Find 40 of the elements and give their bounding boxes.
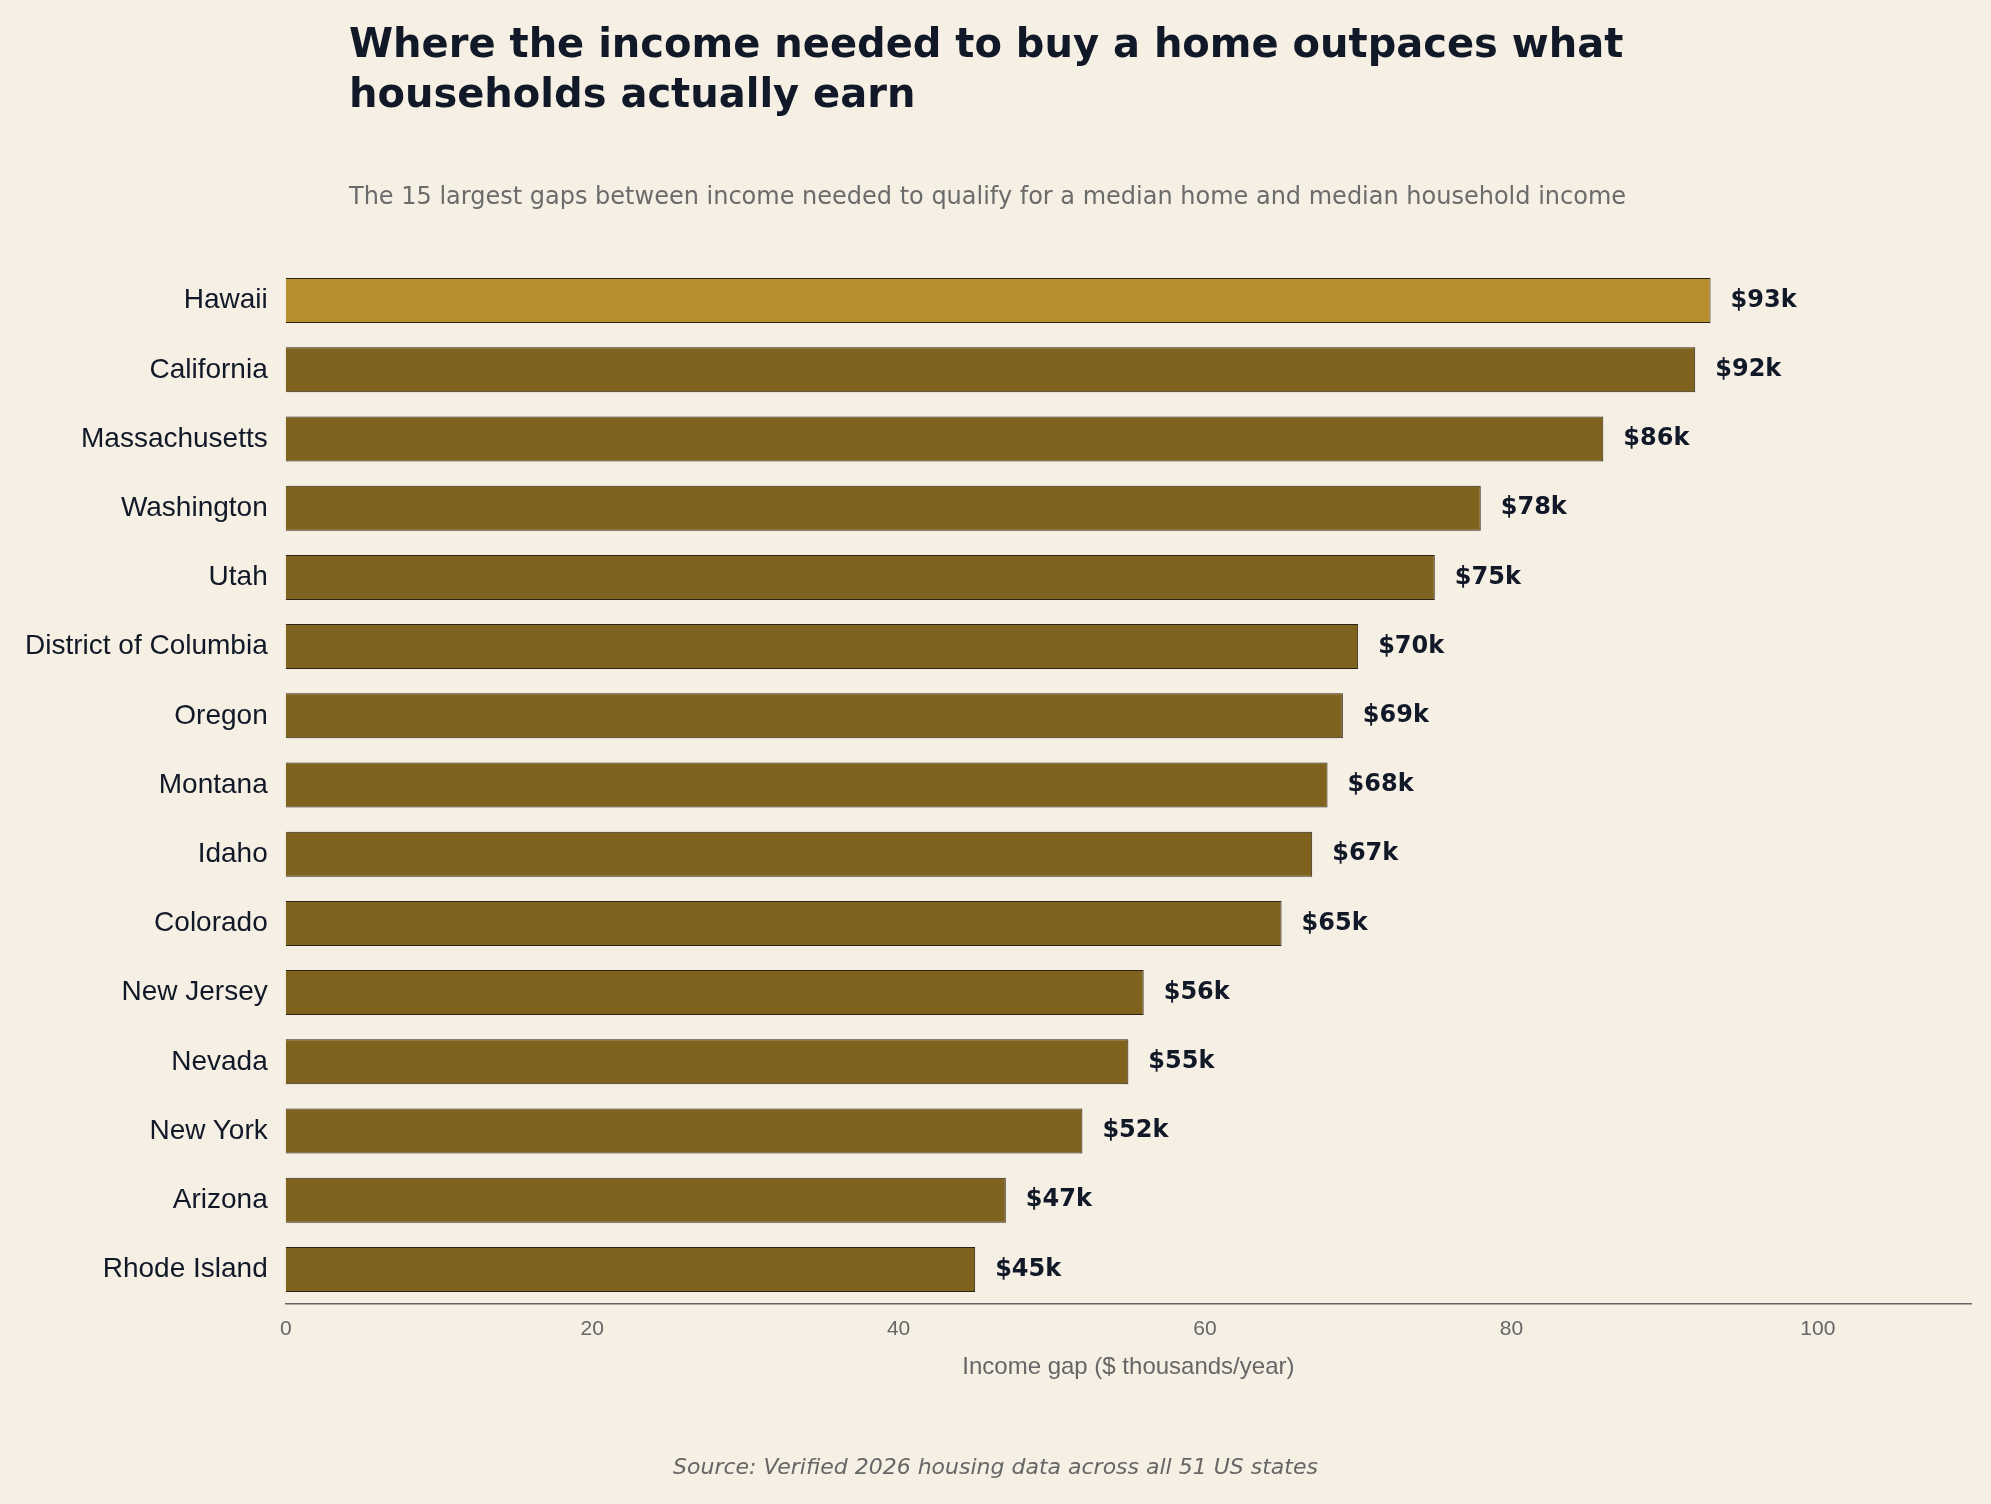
source-note: Source: Verified 2026 housing data across all 51 US states [672,1454,1319,1479]
data-label: $47k [1025,1184,1093,1213]
data-label: $78k [1500,492,1568,521]
x-axis-title: Income gap ($ thousands/year) [962,1352,1295,1380]
y-tick-label: Utah [208,560,268,592]
data-label: $55k [1148,1046,1216,1075]
data-label: $93k [1730,284,1798,313]
x-tick-label: 40 [886,1316,911,1340]
data-label: $65k [1301,907,1369,936]
data-label: $70k [1378,630,1446,659]
y-tick-label: Nevada [171,1044,269,1076]
data-label: $86k [1623,423,1691,452]
chart-subtitle: The 15 largest gaps between income needed to qualify for a median home and median household income [349,182,1627,210]
data-label: $69k [1362,700,1430,729]
data-label: $45k [995,1253,1063,1282]
y-tick-label: District of Columbia [25,629,269,661]
y-tick-label: Hawaii [183,283,268,315]
chart-title: Where the income needed to buy a home outpaces what households actually earn [349,19,1625,118]
y-tick-label: Washington [120,490,268,522]
data-label: $52k [1102,1115,1170,1144]
y-tick-label: New Jersey [121,975,268,1007]
x-tick-label: 100 [1800,1316,1836,1340]
y-tick-label: California [149,352,269,384]
data-label: $67k [1332,838,1400,867]
y-tick-label: Colorado [154,906,268,938]
x-tick-label: 0 [279,1316,292,1340]
data-label: $75k [1454,561,1522,590]
y-tick-label: Massachusetts [80,421,268,453]
y-tick-label: Montana [158,767,269,799]
x-tick-label: 80 [1499,1316,1524,1340]
y-tick-label: New York [149,1113,269,1145]
y-tick-label: Arizona [172,1182,269,1214]
x-tick-label: 20 [580,1316,604,1340]
data-label: $56k [1163,976,1231,1005]
x-tick-label: 60 [1193,1316,1217,1340]
y-tick-label: Idaho [197,836,268,868]
data-label: $92k [1715,354,1783,383]
y-tick-label: Rhode Island [102,1252,268,1284]
y-tick-label: Oregon [174,698,268,730]
data-label: $68k [1347,769,1415,798]
